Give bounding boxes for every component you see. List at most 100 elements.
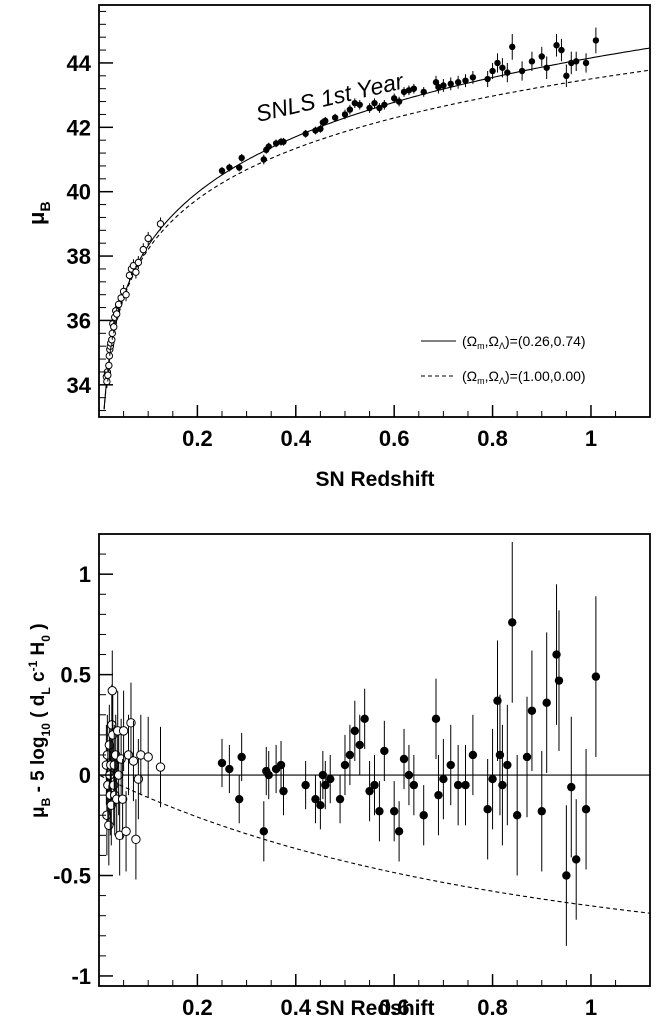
SNLS-filled-point (217, 758, 227, 768)
SNLS-filled-point (265, 143, 272, 150)
low-z-open-point (122, 290, 130, 299)
SNLS-filled-point (503, 760, 512, 770)
low-z-open-point (143, 752, 153, 762)
SNLS-filled-point (360, 714, 369, 724)
SNLS-filled-point (509, 43, 516, 51)
y-tick-label: -0.5 (53, 864, 91, 889)
SNLS-filled-point (538, 53, 545, 60)
low-z-open-point (117, 794, 128, 804)
low-z-open-point (114, 300, 123, 309)
SNLS-filled-point (469, 74, 477, 81)
SNLS-filled-point (260, 156, 268, 163)
SNLS-filled-point (346, 106, 354, 113)
SNLS-filled-point (447, 80, 454, 88)
SNLS-filled-point (340, 760, 350, 770)
y-tick-label: 44 (67, 51, 92, 76)
y-tick-label: 0.5 (60, 663, 91, 688)
SNLS-filled-point (434, 790, 443, 800)
SNLS-filled-point (409, 780, 419, 790)
SNLS-filled-point (573, 58, 580, 65)
model-curve-dashed (100, 775, 651, 914)
SNLS-filled-point (404, 770, 414, 780)
SNLS-filled-point (399, 754, 409, 764)
x-tick-label: 0.4 (280, 995, 311, 1020)
bottom-y-axis-title: μB - 5 log10 ( dL c-1 H0 ) (26, 623, 53, 818)
SNLS-filled-point (236, 164, 243, 171)
model-curve-dashed (103, 69, 651, 410)
low-z-open-point (144, 234, 152, 243)
x-tick-label: 0.8 (477, 995, 508, 1020)
SNLS-filled-point (370, 780, 379, 790)
SNLS-filled-point (446, 760, 455, 770)
bottom-panel: 0.2 0.4 0.6 0.8 1 -1 -0.5 0 0.5 1 SN Redshift μB … (26, 533, 651, 1020)
SNLS-filled-point (537, 807, 546, 816)
SNLS-filled-point (568, 59, 575, 67)
SNLS-filled-point (489, 67, 496, 75)
SNLS-filled-point (542, 698, 551, 707)
SNLS-filled-point (484, 75, 491, 83)
SNLS-filled-point (504, 69, 511, 76)
SNLS-filled-point (527, 706, 537, 715)
y-tick-label: 38 (67, 244, 91, 269)
low-z-open-point (132, 268, 140, 276)
SNLS-filled-point (400, 88, 408, 96)
top-data-points (102, 27, 600, 389)
SNLS-filled-point (543, 64, 550, 71)
bottom-plot-frame (98, 533, 651, 987)
top-y-axis-title: μB (24, 201, 53, 225)
SNLS-filled-point (301, 780, 310, 790)
SNLS-filled-point (558, 46, 565, 54)
SNLS-filled-point (461, 780, 470, 790)
SNLS-filled-point (410, 85, 418, 92)
SNLS-filled-point (522, 752, 532, 762)
SNLS-filled-point (553, 42, 560, 49)
SNLS-filled-point (235, 794, 244, 804)
low-z-open-point (104, 371, 112, 379)
SNLS-filled-point (528, 58, 536, 65)
SNLS-filled-point (420, 88, 427, 96)
y-tick-label: 1 (79, 562, 91, 587)
y-tick-label: 0 (79, 763, 91, 788)
SNLS-filled-point (592, 37, 600, 44)
SNLS-filled-point (280, 138, 287, 145)
SNLS-filled-point (567, 782, 576, 792)
SNLS-filled-point (380, 746, 389, 756)
SNLS-filled-point (279, 786, 288, 796)
SNLS-filled-point (435, 83, 442, 91)
SNLS-filled-point (494, 59, 501, 67)
SNLS-filled-point (439, 774, 448, 784)
SNLS-filled-point (431, 714, 441, 724)
y-tick-label: 34 (67, 373, 92, 398)
low-z-open-point (108, 329, 116, 338)
SNLS-filled-point (468, 750, 478, 760)
SNLS-filled-point (264, 770, 273, 780)
SNLS-filled-point (366, 104, 373, 112)
SNLS-filled-point (238, 154, 245, 162)
SNLS-filled-point (322, 117, 329, 125)
SNLS-filled-point (326, 774, 335, 784)
x-tick-label: 0.2 (182, 995, 213, 1020)
bottom-axis-ticks: 0.2 0.4 0.6 0.8 1 -1 -0.5 0 0.5 1 (53, 533, 617, 1020)
low-z-open-point (107, 685, 117, 696)
SNLS-filled-point (321, 780, 330, 790)
SNLS-filled-point (302, 130, 309, 137)
SNLS-filled-point (371, 99, 378, 107)
low-z-open-point (134, 258, 143, 267)
legend-solid-label: (Ωm,ΩΛ)=(0.26,0.74) (462, 333, 586, 351)
SNLS-filled-point (498, 780, 507, 790)
SNLS-filled-point (356, 101, 363, 108)
x-tick-label: 0.2 (182, 426, 213, 451)
bottom-data-points (101, 542, 601, 946)
SNLS-filled-point (390, 95, 398, 102)
SNLS-filled-point (351, 99, 359, 107)
SNLS-filled-point (394, 827, 404, 836)
SNLS-filled-point (316, 801, 325, 810)
SNLS-filled-point (389, 807, 399, 816)
legend: (Ωm,ΩΛ)=(0.26,0.74) (Ωm,ΩΛ)=(1.00,0.00) (421, 333, 586, 386)
low-z-open-point (155, 762, 166, 772)
SNLS-filled-point (341, 111, 349, 118)
SNLS-filled-point (395, 98, 403, 105)
SNLS-filled-point (454, 79, 462, 86)
low-z-open-point (131, 834, 141, 845)
SNLS-filled-point (317, 125, 324, 133)
